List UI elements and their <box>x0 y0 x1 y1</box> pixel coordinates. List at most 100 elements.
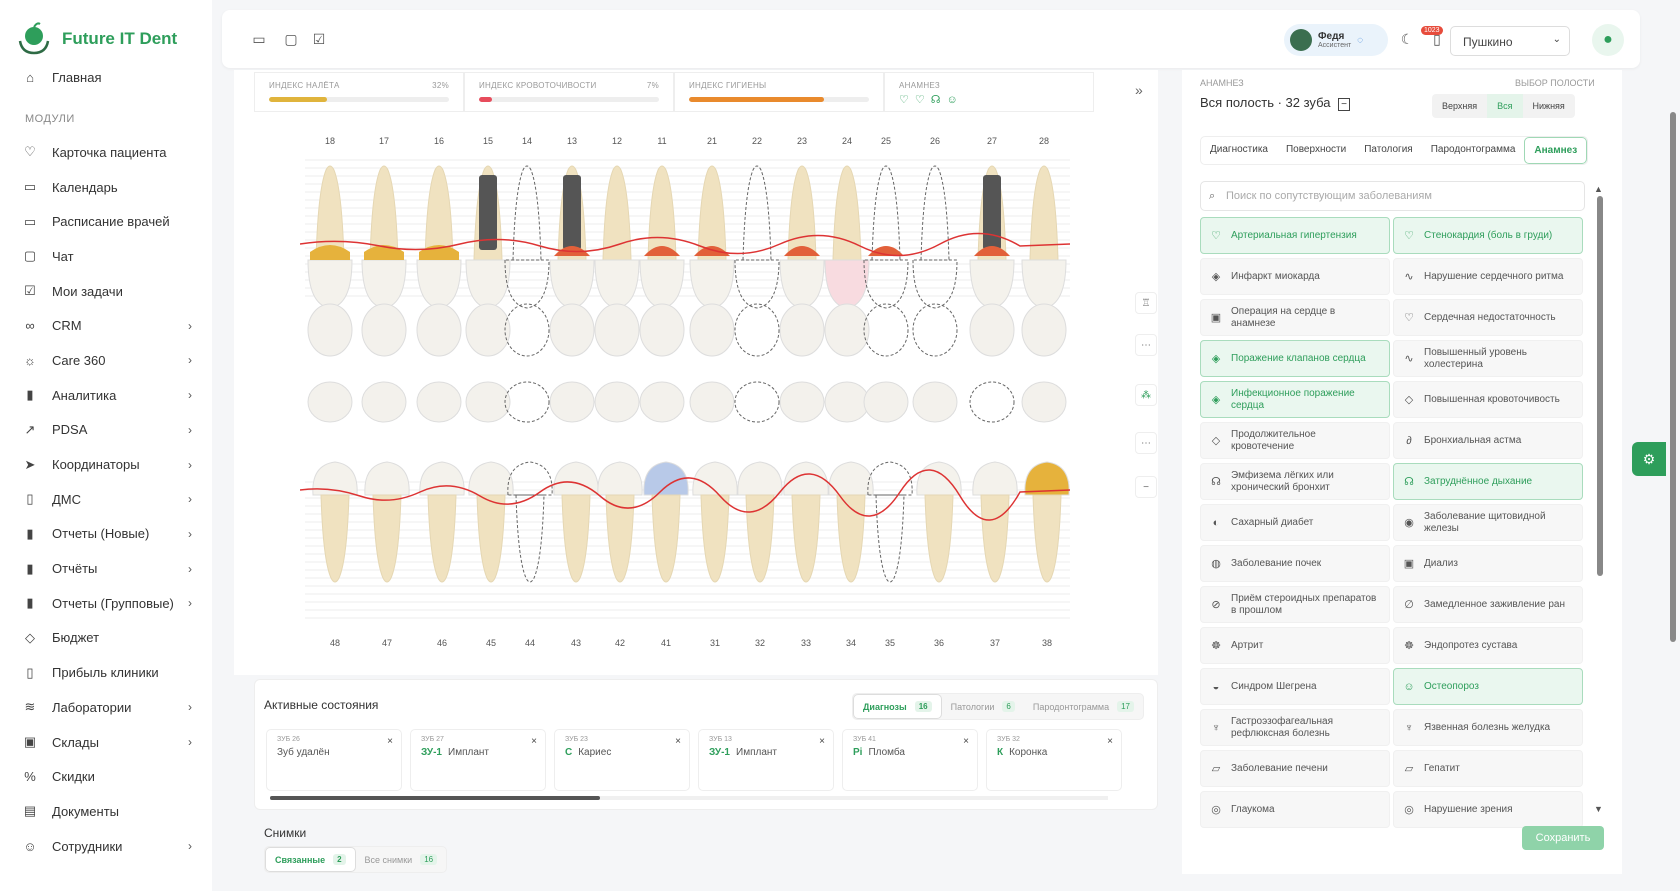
anamnesis-tab[interactable]: Поверхности <box>1285 144 1347 155</box>
nav-item[interactable]: ▮ Аналитика › <box>0 378 212 413</box>
disease-option[interactable]: ☸ Артрит <box>1200 627 1390 664</box>
disease-option[interactable]: ◎ Нарушение зрения <box>1393 791 1583 828</box>
close-icon[interactable]: × <box>387 736 393 747</box>
nav-item[interactable]: ▮ Отчёты › <box>0 551 212 586</box>
tasks-icon[interactable]: ☑ <box>312 30 326 47</box>
condition-card[interactable]: ЗУБ 27 ЗУ-1 Имплант × <box>410 729 546 791</box>
h-scroll-thumb[interactable] <box>270 796 600 800</box>
profile-button[interactable]: ● <box>1592 24 1624 56</box>
save-button[interactable]: Сохранить <box>1522 826 1604 850</box>
page-scrollbar[interactable] <box>1670 112 1676 642</box>
settings-gear-icon[interactable]: ⚙ <box>1632 442 1666 476</box>
nav-item[interactable]: ▢ Чат <box>0 239 212 274</box>
clinic-select[interactable]: Пушкино ⌄ <box>1450 26 1570 56</box>
nav-item[interactable]: ≋ Лаборатории › <box>0 690 212 725</box>
jaw-option[interactable]: Нижняя <box>1532 101 1565 111</box>
segment-tab[interactable]: Все снимки 16 <box>356 847 447 872</box>
disease-option[interactable]: ◈ Инфаркт миокарда <box>1200 258 1390 295</box>
disease-option[interactable]: ☺ Остеопороз <box>1393 668 1583 705</box>
collapse-icon[interactable]: » <box>1135 82 1143 98</box>
jaw-option[interactable]: Верхняя <box>1442 101 1478 111</box>
disease-option[interactable]: ☊ Эмфизема лёгких или хронический бронхит <box>1200 463 1390 500</box>
panel-scrollbar[interactable] <box>1597 196 1603 576</box>
nav-item[interactable]: ▤ Документы <box>0 794 212 829</box>
scroll-up-icon[interactable]: ▲ <box>1594 184 1603 194</box>
disease-option[interactable]: ♆ Язвенная болезнь желудка <box>1393 709 1583 746</box>
grid-view-icon[interactable]: ⁂ <box>1135 384 1157 406</box>
segment-tab[interactable]: Пародонтограмма 17 <box>1024 694 1143 719</box>
disease-option[interactable]: ☸ Эндопротез сустава <box>1393 627 1583 664</box>
disease-option[interactable]: ▣ Операция на сердце в анамнезе <box>1200 299 1390 336</box>
nav-item[interactable]: ▮ Отчеты (Групповые) › <box>0 586 212 621</box>
disease-option[interactable]: ◎ Глаукома <box>1200 791 1390 828</box>
chat-icon[interactable]: ▢ <box>284 30 298 47</box>
segment-tab[interactable]: Связанные 2 <box>265 847 356 872</box>
bell-icon[interactable]: ▯ <box>1433 30 1441 47</box>
nav-item[interactable]: ➤ Координаторы › <box>0 447 212 482</box>
disease-option[interactable]: ▱ Заболевание печени <box>1200 750 1390 787</box>
disease-option[interactable]: ⊘ Приём стероидных препаратов в прошлом <box>1200 586 1390 623</box>
moon-icon[interactable]: ☾ <box>1400 30 1414 47</box>
close-icon[interactable]: × <box>531 736 537 747</box>
disease-option[interactable]: ◐ Сахарный диабет <box>1200 504 1390 541</box>
tooth-view-icon[interactable]: ♖ <box>1135 292 1157 314</box>
condition-card[interactable]: ЗУБ 26 Зуб удалён × <box>266 729 402 791</box>
segment-tab[interactable]: Диагнозы 16 <box>853 694 942 719</box>
disease-option[interactable]: ♡ Артериальная гипертензия <box>1200 217 1390 254</box>
anamnesis-tab[interactable]: Пародонтограмма <box>1430 144 1516 155</box>
disease-option[interactable]: ∅ Замедленное заживление ран <box>1393 586 1583 623</box>
segment-tab[interactable]: Патологии 6 <box>942 694 1024 719</box>
condition-card[interactable]: ЗУБ 32 К Коронка × <box>986 729 1122 791</box>
disease-option[interactable]: ∂ Бронхиальная астма <box>1393 422 1583 459</box>
nav-home[interactable]: ⌂ Главная <box>0 62 212 92</box>
close-icon[interactable]: × <box>819 736 825 747</box>
nav-item[interactable]: % Скидки <box>0 759 212 794</box>
h-scrollbar[interactable] <box>270 796 1108 800</box>
nav-item[interactable]: ▯ Прибыль клиники <box>0 655 212 690</box>
nav-item[interactable]: ☺ Сотрудники › <box>0 829 212 864</box>
minus-icon[interactable]: − <box>1135 476 1157 498</box>
nav-item[interactable]: ▣ Склады › <box>0 725 212 760</box>
close-icon[interactable]: × <box>963 736 969 747</box>
nav-item[interactable]: ∞ CRM › <box>0 308 212 343</box>
disease-option[interactable]: ∿ Нарушение сердечного ритма <box>1393 258 1583 295</box>
user-pill[interactable]: Федя Ассистент ◌ <box>1284 24 1388 56</box>
disease-option[interactable]: ◈ Поражение клапанов сердца <box>1200 340 1390 377</box>
close-icon[interactable]: × <box>1107 736 1113 747</box>
disease-option[interactable]: ▱ Гепатит <box>1393 750 1583 787</box>
logo[interactable]: Future IT Dent <box>0 0 212 62</box>
disease-option[interactable]: ▣ Диализ <box>1393 545 1583 582</box>
nav-item[interactable]: ▭ Расписание врачей <box>0 204 212 239</box>
nav-item[interactable]: ↗ PDSA › <box>0 413 212 448</box>
nav-item[interactable]: ◇ Бюджет <box>0 621 212 656</box>
anamnesis-tab[interactable]: Патология <box>1364 144 1413 155</box>
nav-item[interactable]: ▮ Отчеты (Новые) › <box>0 517 212 552</box>
disease-option[interactable]: ◇ Продолжительное кровотечение <box>1200 422 1390 459</box>
calendar-icon[interactable]: ▭ <box>252 30 266 47</box>
condition-card[interactable]: ЗУБ 13 ЗУ-1 Имплант × <box>698 729 834 791</box>
anamnesis-tab[interactable]: Анамнез <box>1524 137 1588 164</box>
condition-card[interactable]: ЗУБ 41 Pi Пломба × <box>842 729 978 791</box>
scroll-down-icon[interactable]: ▼ <box>1594 804 1603 814</box>
disease-option[interactable]: ☊ Затруднённое дыхание <box>1393 463 1583 500</box>
disease-search[interactable]: ⌕ Поиск по сопутствующим заболеваниям <box>1200 181 1585 211</box>
lower-view-icon[interactable]: ⋯ <box>1135 432 1157 454</box>
nav-item[interactable]: ☼ Care 360 › <box>0 343 212 378</box>
disease-option[interactable]: ♆ Гастроэзофагеальная рефлюксная болезнь <box>1200 709 1390 746</box>
disease-option[interactable]: ◒ Синдром Шегрена <box>1200 668 1390 705</box>
disease-option[interactable]: ◍ Заболевание почек <box>1200 545 1390 582</box>
disease-option[interactable]: ∿ Повышенный уровень холестерина <box>1393 340 1583 377</box>
disease-option[interactable]: ◈ Инфекционное поражение сердца <box>1200 381 1390 418</box>
disease-option[interactable]: ◉ Заболевание щитовидной железы <box>1393 504 1583 541</box>
condition-card[interactable]: ЗУБ 23 С Кариес × <box>554 729 690 791</box>
nav-item[interactable]: ▯ ДМС › <box>0 482 212 517</box>
disease-option[interactable]: ♡ Стенокардия (боль в груди) <box>1393 217 1583 254</box>
minus-box-icon[interactable]: − <box>1338 98 1350 111</box>
anamnesis-tab[interactable]: Диагностика <box>1210 144 1268 155</box>
nav-item[interactable]: ▭ Календарь <box>0 170 212 205</box>
dental-chart[interactable] <box>300 150 1080 630</box>
disease-option[interactable]: ◇ Повышенная кровоточивость <box>1393 381 1583 418</box>
row-view-icon[interactable]: ⋯ <box>1135 334 1157 356</box>
close-icon[interactable]: × <box>675 736 681 747</box>
nav-item[interactable]: ☑ Мои задачи <box>0 274 212 309</box>
